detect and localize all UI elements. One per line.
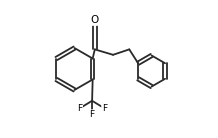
Text: F: F [90, 110, 95, 119]
Text: F: F [77, 104, 82, 113]
Text: F: F [102, 104, 107, 113]
Text: O: O [91, 15, 99, 25]
